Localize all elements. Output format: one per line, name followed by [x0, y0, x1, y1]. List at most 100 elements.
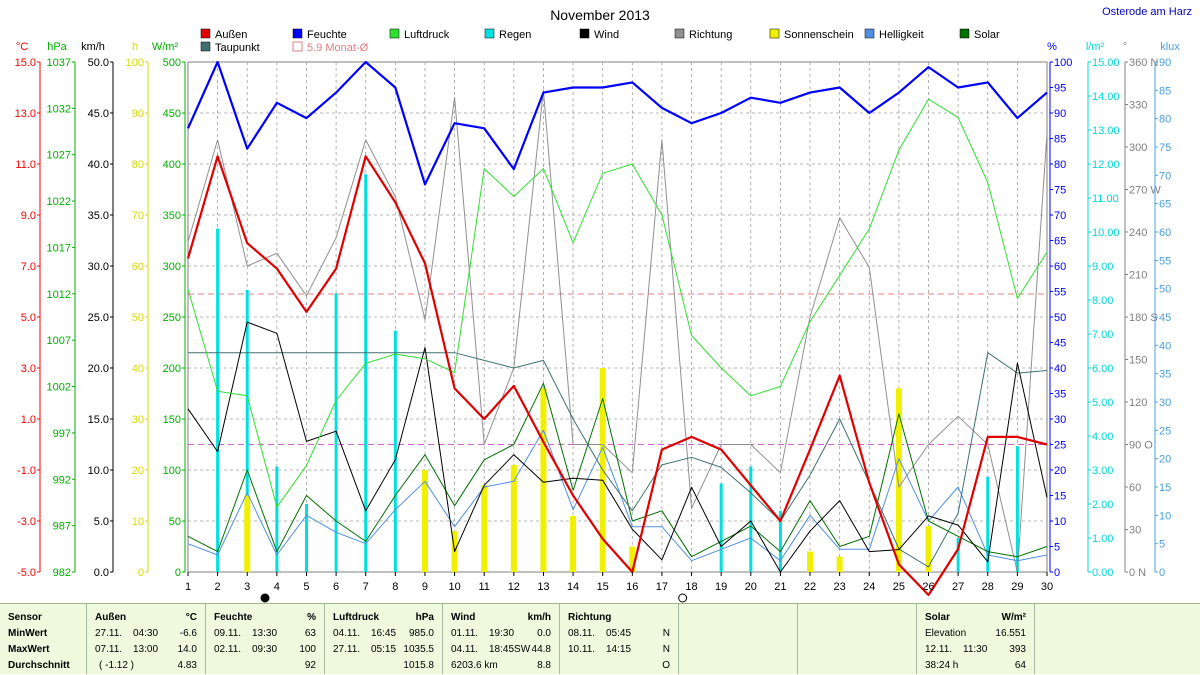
axis-tick-label: 150 — [1129, 355, 1147, 367]
axis-tick-label: 13.00 — [1092, 125, 1120, 137]
axis-tick-label: 13.0 — [15, 108, 36, 120]
row-label-min: MinWert — [8, 628, 48, 639]
axis-tick-label: 60 — [1129, 482, 1141, 494]
x-tick-label: 5 — [303, 581, 309, 593]
axis-tick-label: 20 — [132, 465, 144, 477]
aussen-title: Außen — [95, 612, 127, 623]
axis-tick-label: 0 N — [1129, 567, 1146, 579]
x-tick-label: 27 — [952, 581, 964, 593]
axis-tick-label: 400 — [163, 159, 181, 171]
axis-tick-label: 100 — [163, 465, 181, 477]
axis-tick-label: 25 — [1159, 425, 1171, 437]
x-tick-label: 10 — [448, 581, 460, 593]
legend-label: Luftdruck — [404, 29, 450, 41]
luftdruck-min-val: 985.0 — [408, 628, 434, 639]
richtung-max-time: 14:15 — [606, 644, 632, 655]
summary-table: Sensor MinWert MaxWert Durchschnitt Auße… — [0, 603, 1200, 674]
axis-tick-label: 10.0 — [88, 465, 109, 477]
summary-feuchte: Feuchte% 09.11. 13:30 63 02.11. 09:30 100 92 — [206, 604, 325, 674]
axis-tick-label: 40.0 — [88, 159, 109, 171]
axis-label-brightness: klux — [1160, 41, 1180, 53]
solar-max-date: 12.11. — [925, 644, 953, 655]
legend-label: Wind — [594, 29, 619, 41]
axis-tick-label: 9.00 — [1092, 261, 1113, 273]
x-tick-label: 2 — [215, 581, 221, 593]
axis-tick-label: 25.0 — [88, 312, 109, 324]
bar-sonnenschein — [895, 388, 902, 572]
richtung-max-dir: N — [662, 644, 670, 655]
axis-label-solar: W/m² — [152, 41, 179, 53]
axis-tick-label: 15 — [1159, 482, 1171, 494]
axis-tick-label: 10 — [132, 516, 144, 528]
aussen-max-val: 14.0 — [177, 644, 197, 655]
x-tick-label: 12 — [508, 581, 520, 593]
plot-area — [186, 60, 1048, 597]
axis-tick-label: 65 — [1159, 199, 1171, 211]
solar-min-val: 16.551 — [995, 628, 1026, 639]
moon-new-icon — [260, 593, 270, 603]
row-label-avg: Durchschnitt — [8, 660, 70, 671]
axis-tick-label: 20 — [1054, 465, 1066, 477]
axis-tick-label: 75 — [1159, 142, 1171, 154]
axis-tick-label: 55 — [1054, 287, 1066, 299]
feuchte-max-val: 100 — [299, 644, 316, 655]
x-tick-label: 1 — [185, 581, 191, 593]
x-tick-label: 26 — [922, 581, 934, 593]
x-tick-label: 21 — [774, 581, 786, 593]
bar-regen — [1015, 446, 1019, 572]
feuchte-min-val: 63 — [304, 628, 316, 639]
axis-tick-label: 7.00 — [1092, 329, 1113, 341]
legend-label: Außen — [215, 29, 247, 41]
axis-tick-label: 200 — [163, 363, 181, 375]
axis-label-temp: °C — [16, 41, 28, 53]
axis-tick-label: 5.00 — [1092, 397, 1113, 409]
richtung-avg-dir: O — [662, 660, 670, 671]
legend-label: Feuchte — [307, 29, 347, 41]
wind-avg-extra: 6203.6 km — [451, 660, 498, 671]
bar-regen — [304, 504, 308, 572]
axis-tick-label: 30.0 — [88, 261, 109, 273]
axis-tick-label: 0 — [138, 567, 144, 579]
axis-tick-label: 10 — [1054, 516, 1066, 528]
axis-tick-label: 2.00 — [1092, 499, 1113, 511]
axis-tick-label: 250 — [163, 312, 181, 324]
legend-label: Richtung — [689, 29, 732, 41]
x-tick-label: 24 — [863, 581, 875, 593]
axis-label-direction: ° — [1123, 41, 1127, 53]
aussen-avg-val: 4.83 — [177, 660, 197, 671]
axis-tick-label: 270 W — [1129, 185, 1161, 197]
x-tick-label: 22 — [804, 581, 816, 593]
axis-tick-label: 10 — [1159, 510, 1171, 522]
solar-title: Solar — [925, 612, 951, 623]
axis-tick-label: 35 — [1159, 369, 1171, 381]
axis-tick-label: 50 — [1159, 284, 1171, 296]
x-tick-label: 30 — [1041, 581, 1053, 593]
summary-solar: Solar W/m² Elevation 16.551 12.11. 11:30 393… — [917, 604, 1035, 674]
series-line-taupunkt — [188, 352, 1048, 568]
series-line-solar — [187, 382, 1048, 558]
bar-regen — [778, 510, 782, 572]
axis-tick-label: 12.00 — [1092, 159, 1120, 171]
axis-tick-label: 1037 — [47, 57, 71, 69]
solar-max-time: 11:30 — [963, 644, 988, 655]
bar-regen — [245, 289, 249, 572]
axis-tick-label: 35.0 — [88, 210, 109, 222]
bar-sonnenschein — [836, 556, 843, 572]
richtung-min-dir: N — [662, 628, 670, 639]
axis-tick-label: 90 — [1159, 57, 1171, 69]
x-tick-label: 3 — [244, 581, 250, 593]
axis-tick-label: 240 — [1129, 227, 1147, 239]
legend: Außen Feuchte Luftdruck Regen Wind Richtung So… — [200, 28, 1000, 54]
aussen-max-date: 07.11. — [95, 644, 123, 655]
axis-tick-label: 1.00 — [1092, 533, 1113, 545]
feuchte-avg-val: 92 — [304, 660, 316, 671]
aussen-min-date: 27.11. — [95, 628, 123, 639]
axes: °C 15.0 13.0 11.0 9.0 7.0 5.0 3.0 1.0 -1.0 -3.0 -5.… — [15, 41, 1181, 579]
axis-tick-label: 1.0 — [21, 414, 36, 426]
feuchte-min-date: 09.11. — [214, 628, 242, 639]
axis-tick-label: 50 — [132, 312, 144, 324]
feuchte-max-date: 02.11. — [214, 644, 242, 655]
axis-tick-label: 180 S — [1129, 312, 1158, 324]
axis-tick-label: 992 — [53, 474, 71, 486]
bar-sonnenschein — [510, 464, 517, 572]
